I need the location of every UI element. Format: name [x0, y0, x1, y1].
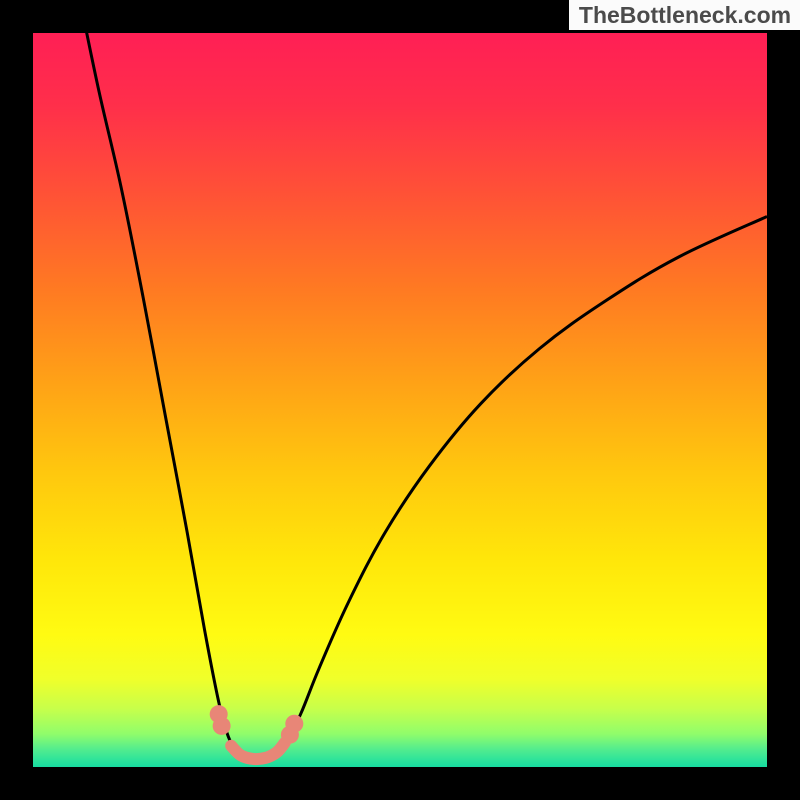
marker-dot	[213, 717, 231, 735]
watermark: TheBottleneck.com	[569, 0, 800, 30]
bottleneck-chart	[0, 0, 800, 800]
watermark-text: TheBottleneck.com	[579, 2, 791, 28]
marker-dot	[285, 715, 303, 733]
plot-background-gradient	[33, 33, 767, 767]
